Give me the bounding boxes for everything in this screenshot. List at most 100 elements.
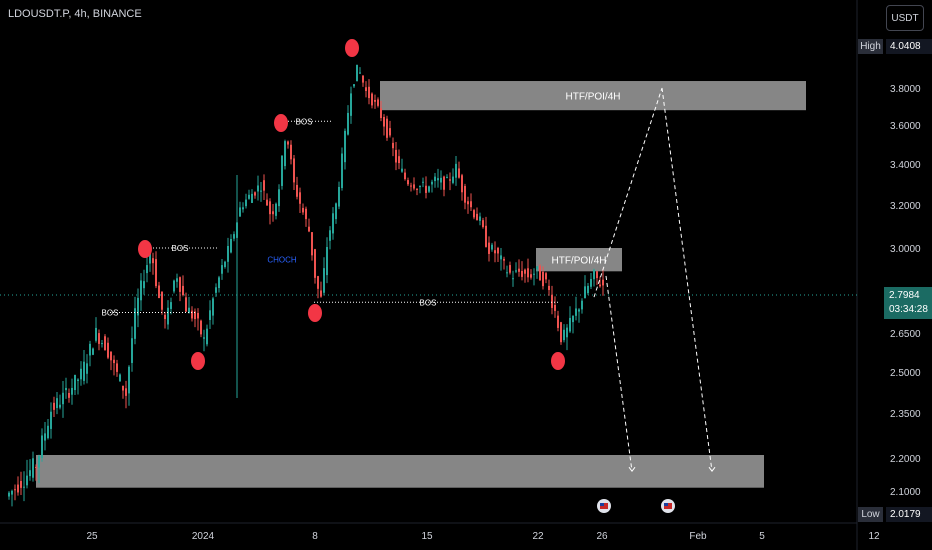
candle-body <box>305 208 307 220</box>
candle-body <box>203 337 205 339</box>
candle-body <box>419 186 421 188</box>
candle-body <box>137 297 139 316</box>
swing-point <box>191 352 205 370</box>
candle-body <box>314 249 316 278</box>
high-value: 4.0408 <box>886 39 932 54</box>
candle-body <box>533 273 535 275</box>
candle-body <box>311 232 313 256</box>
candle-body <box>269 201 271 215</box>
candle-body <box>428 186 430 192</box>
event-flag-icon <box>600 503 604 506</box>
candle-body <box>119 374 121 382</box>
time-tick-label: 8 <box>312 531 318 542</box>
candle-body <box>287 141 289 145</box>
candle-body <box>83 361 85 381</box>
candle-body <box>215 287 217 293</box>
choch-label: CHOCH <box>267 256 297 265</box>
price-tick-label: 3.6000 <box>890 121 921 132</box>
candle-body <box>332 213 334 234</box>
candle-body <box>500 255 502 260</box>
candle-body <box>464 186 466 203</box>
currency-button[interactable]: USDT <box>886 5 924 31</box>
bos-label: BOS <box>296 117 313 126</box>
candle-body <box>329 230 331 241</box>
candle-body <box>578 309 580 312</box>
price-tick-label: 3.4000 <box>890 160 921 171</box>
candle-body <box>365 87 367 91</box>
candle-body <box>335 203 337 220</box>
candle-body <box>143 281 145 289</box>
candle-body <box>479 216 481 221</box>
candle-body <box>80 368 82 380</box>
price-tick-label: 2.1000 <box>890 487 921 498</box>
bar-countdown: 03:34:28 <box>889 304 928 315</box>
candle-body <box>548 285 550 291</box>
candle-body <box>374 99 376 102</box>
time-tick-label: 5 <box>759 531 765 542</box>
candle-body <box>524 269 526 274</box>
candle-body <box>68 392 70 398</box>
candle-body <box>185 297 187 312</box>
candle-body <box>602 279 604 286</box>
candle-body <box>386 118 388 138</box>
poi-zone <box>536 248 622 272</box>
candle-body <box>371 93 373 106</box>
candle-body <box>257 185 259 192</box>
candle-body <box>155 259 157 287</box>
candle-body <box>251 193 253 203</box>
candle-body <box>587 285 589 294</box>
time-tick-label: 25 <box>86 531 98 542</box>
candle-body <box>278 189 280 207</box>
candle-body <box>95 327 97 341</box>
candle-body <box>140 280 142 301</box>
candle-body <box>272 211 274 215</box>
candle-body <box>503 258 505 261</box>
candle-body <box>89 343 91 356</box>
time-tick-label: 2024 <box>192 531 215 542</box>
candle-body <box>452 176 454 183</box>
price-tick-label: 2.5000 <box>890 368 921 379</box>
bos-label: BOS <box>102 309 119 318</box>
candle-body <box>437 178 439 181</box>
candle-body <box>590 279 592 287</box>
swing-point <box>274 114 288 132</box>
time-tick-label: Feb <box>689 531 707 542</box>
candle-body <box>152 258 154 264</box>
projection-line <box>605 275 633 472</box>
candle-body <box>506 272 508 274</box>
candle-body <box>491 244 493 250</box>
candle-body <box>413 184 415 189</box>
candle-body <box>581 300 583 310</box>
candle-body <box>380 108 382 119</box>
candle-body <box>113 359 115 364</box>
candle-body <box>209 310 211 320</box>
candle-body <box>20 480 22 488</box>
candle-body <box>260 190 262 192</box>
candle-body <box>350 93 352 116</box>
candle-body <box>326 247 328 276</box>
swing-point <box>551 352 565 370</box>
candle-body <box>134 308 136 339</box>
candle-body <box>65 387 67 391</box>
candle-body <box>359 72 361 74</box>
candle-body <box>284 141 286 167</box>
candle-body <box>17 484 19 493</box>
candle-body <box>131 338 133 363</box>
price-tick-label: 2.6500 <box>890 329 921 340</box>
price-tick-label: 2.3500 <box>890 409 921 420</box>
candle-body <box>38 455 40 468</box>
last-price-value: 2.7984 <box>889 290 920 301</box>
candle-body <box>23 486 25 488</box>
candle-body <box>149 252 151 264</box>
candle-body <box>482 220 484 228</box>
candle-body <box>212 298 214 316</box>
low-label: Low <box>858 507 883 522</box>
poi-zone <box>36 455 764 488</box>
candle-body <box>227 245 229 262</box>
candle-body <box>47 425 49 439</box>
candle-body <box>44 433 46 441</box>
candle-body <box>188 307 190 314</box>
candle-body <box>470 201 472 208</box>
projection-line <box>661 87 713 472</box>
